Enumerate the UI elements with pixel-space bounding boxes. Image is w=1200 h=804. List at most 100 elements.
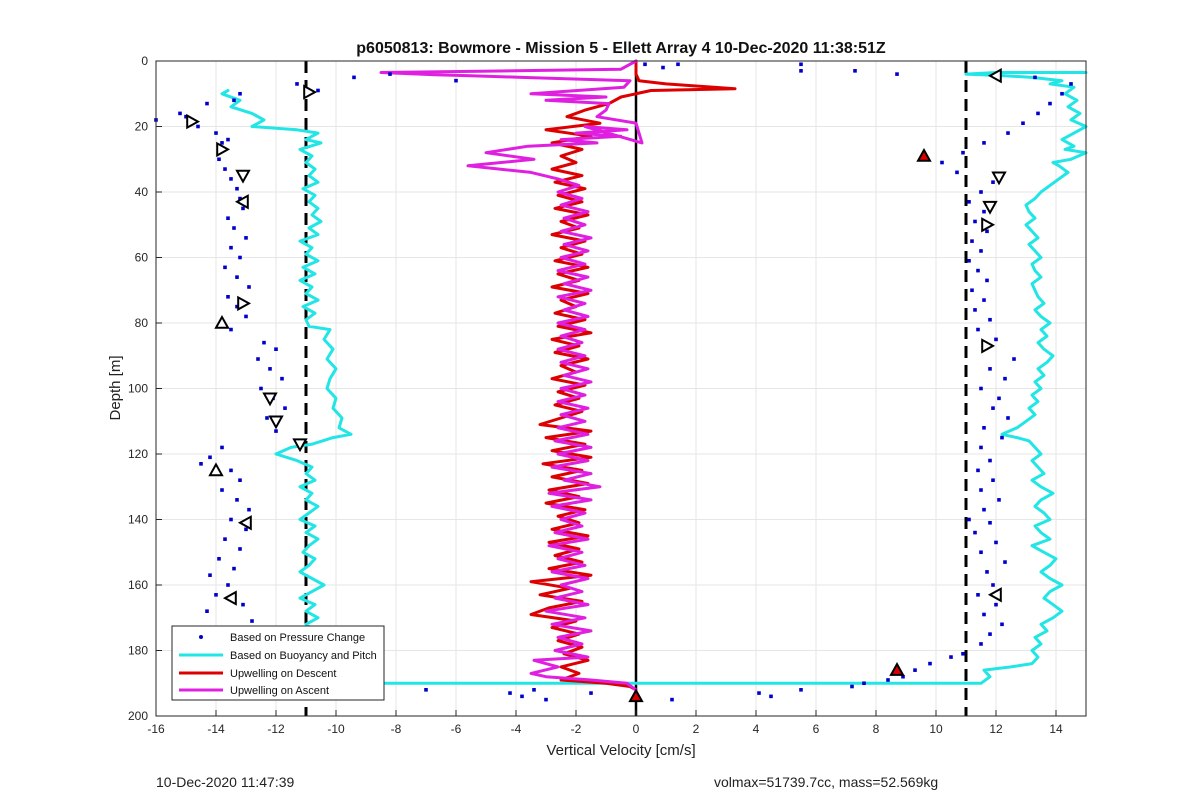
series-line-upwelling-ascent [379, 59, 644, 692]
pressure-change-point [994, 602, 998, 607]
x-tick-label: -12 [267, 722, 285, 736]
pressure-change-point [895, 72, 899, 76]
triangle-marker-up [214, 314, 230, 329]
pressure-change-point [982, 612, 986, 617]
pressure-change-point [976, 327, 980, 332]
pressure-change-point [295, 82, 299, 86]
legend-swatch-pressure [199, 635, 203, 639]
triangle-marker-down [262, 392, 278, 407]
pressure-change-point [238, 547, 242, 551]
pressure-change-point [928, 661, 932, 666]
pressure-change-point [229, 468, 233, 473]
pressure-change-point [976, 268, 980, 273]
pressure-change-point [217, 157, 221, 162]
pressure-change-point [979, 550, 983, 555]
legend: Based on Pressure Change Based on Buoyan… [171, 625, 385, 701]
pressure-change-point [235, 304, 239, 309]
pressure-change-point [1033, 75, 1037, 80]
pressure-change-point [1036, 111, 1040, 116]
x-axis-label: Vertical Velocity [cm/s] [546, 742, 695, 759]
pressure-change-point [955, 170, 959, 175]
triangle-marker-right [186, 113, 201, 130]
series-line-buoyancy-pitch [220, 71, 1088, 685]
triangle-marker-left [987, 68, 1002, 84]
pressure-change-point [223, 537, 227, 541]
pressure-change-point [238, 196, 242, 201]
triangle-marker-left [222, 590, 237, 606]
pressure-change-point [241, 602, 245, 607]
pressure-change-point [961, 150, 965, 155]
pressure-change-point [982, 507, 986, 512]
pressure-change-point [184, 114, 188, 119]
pressure-change-point [949, 655, 953, 659]
triangle-marker-down [982, 200, 998, 215]
pressure-change-point [661, 65, 665, 70]
pressure-change-point [229, 177, 233, 181]
pressure-change-point [976, 593, 980, 597]
pressure-change-point [1021, 121, 1025, 126]
pressure-change-point [757, 691, 761, 695]
pressure-change-point [223, 167, 227, 171]
pressure-change-point [238, 478, 242, 482]
pressure-change-point [994, 337, 998, 342]
y-tick-label: 140 [128, 513, 148, 527]
triangle-marker-left [234, 194, 249, 210]
pressure-change-point [985, 278, 989, 283]
pressure-change-point [799, 62, 803, 67]
pressure-change-point [544, 697, 548, 702]
triangle-marker-down [235, 169, 251, 184]
pressure-change-point [178, 111, 182, 116]
pressure-change-point [589, 691, 593, 695]
pressure-change-point [886, 678, 890, 682]
pressure-change-point [520, 694, 524, 699]
pressure-change-point [235, 275, 239, 279]
x-tick-label: 10 [929, 722, 943, 736]
x-axis-ticks: -16 -14 -12 -10 -8 -6 -4 -2 0 2 4 6 8 10 12 14 [147, 710, 1063, 736]
pressure-change-point [970, 239, 974, 243]
pressure-change-point [1006, 416, 1010, 420]
pressure-change-point [967, 258, 971, 263]
triangle-marker-up [916, 147, 932, 162]
pressure-change-point [1069, 82, 1073, 86]
legend-label-pressure: Based on Pressure Change [230, 632, 365, 644]
triangle-markers [186, 68, 1007, 703]
pressure-change-point [862, 681, 866, 686]
legend-box [171, 625, 385, 701]
pressure-change-point [1003, 560, 1007, 564]
pressure-change-point [799, 69, 803, 73]
legend-label-descent: Upwelling on Descent [230, 668, 336, 680]
pressure-change-point [985, 229, 989, 234]
x-tick-label: -6 [451, 722, 462, 736]
pressure-change-point [973, 219, 977, 224]
triangle-marker-right [303, 84, 318, 100]
pressure-change-point [973, 530, 977, 535]
pressure-change-point [238, 255, 242, 260]
pressure-change-point [232, 98, 236, 103]
y-tick-label: 40 [135, 185, 149, 199]
pressure-change-point [205, 609, 209, 613]
y-tick-label: 160 [128, 578, 148, 592]
pressure-change-point [985, 570, 989, 574]
pressure-change-point [991, 583, 995, 587]
triangle-marker-right [981, 217, 996, 233]
pressure-change-point [424, 688, 428, 692]
pressure-change-point [247, 285, 251, 289]
pressure-change-point [973, 308, 977, 312]
pressure-change-point [853, 69, 857, 73]
pressure-change-point [214, 593, 218, 597]
pressure-change-point [229, 327, 233, 332]
y-tick-label: 0 [141, 54, 148, 68]
pressure-change-point [769, 694, 773, 699]
pressure-change-point [388, 72, 392, 76]
x-tick-label: -16 [147, 722, 165, 736]
pressure-change-point [988, 458, 992, 463]
triangle-marker-up [208, 462, 224, 477]
triangle-marker-right [237, 295, 252, 312]
triangle-marker-right [216, 141, 231, 158]
pressure-change-point [901, 674, 905, 679]
series-layer [154, 59, 1088, 702]
reference-lines [304, 61, 968, 716]
pressure-change-point [229, 517, 233, 522]
triangle-marker-down [991, 171, 1007, 186]
pressure-change-point [670, 697, 674, 702]
